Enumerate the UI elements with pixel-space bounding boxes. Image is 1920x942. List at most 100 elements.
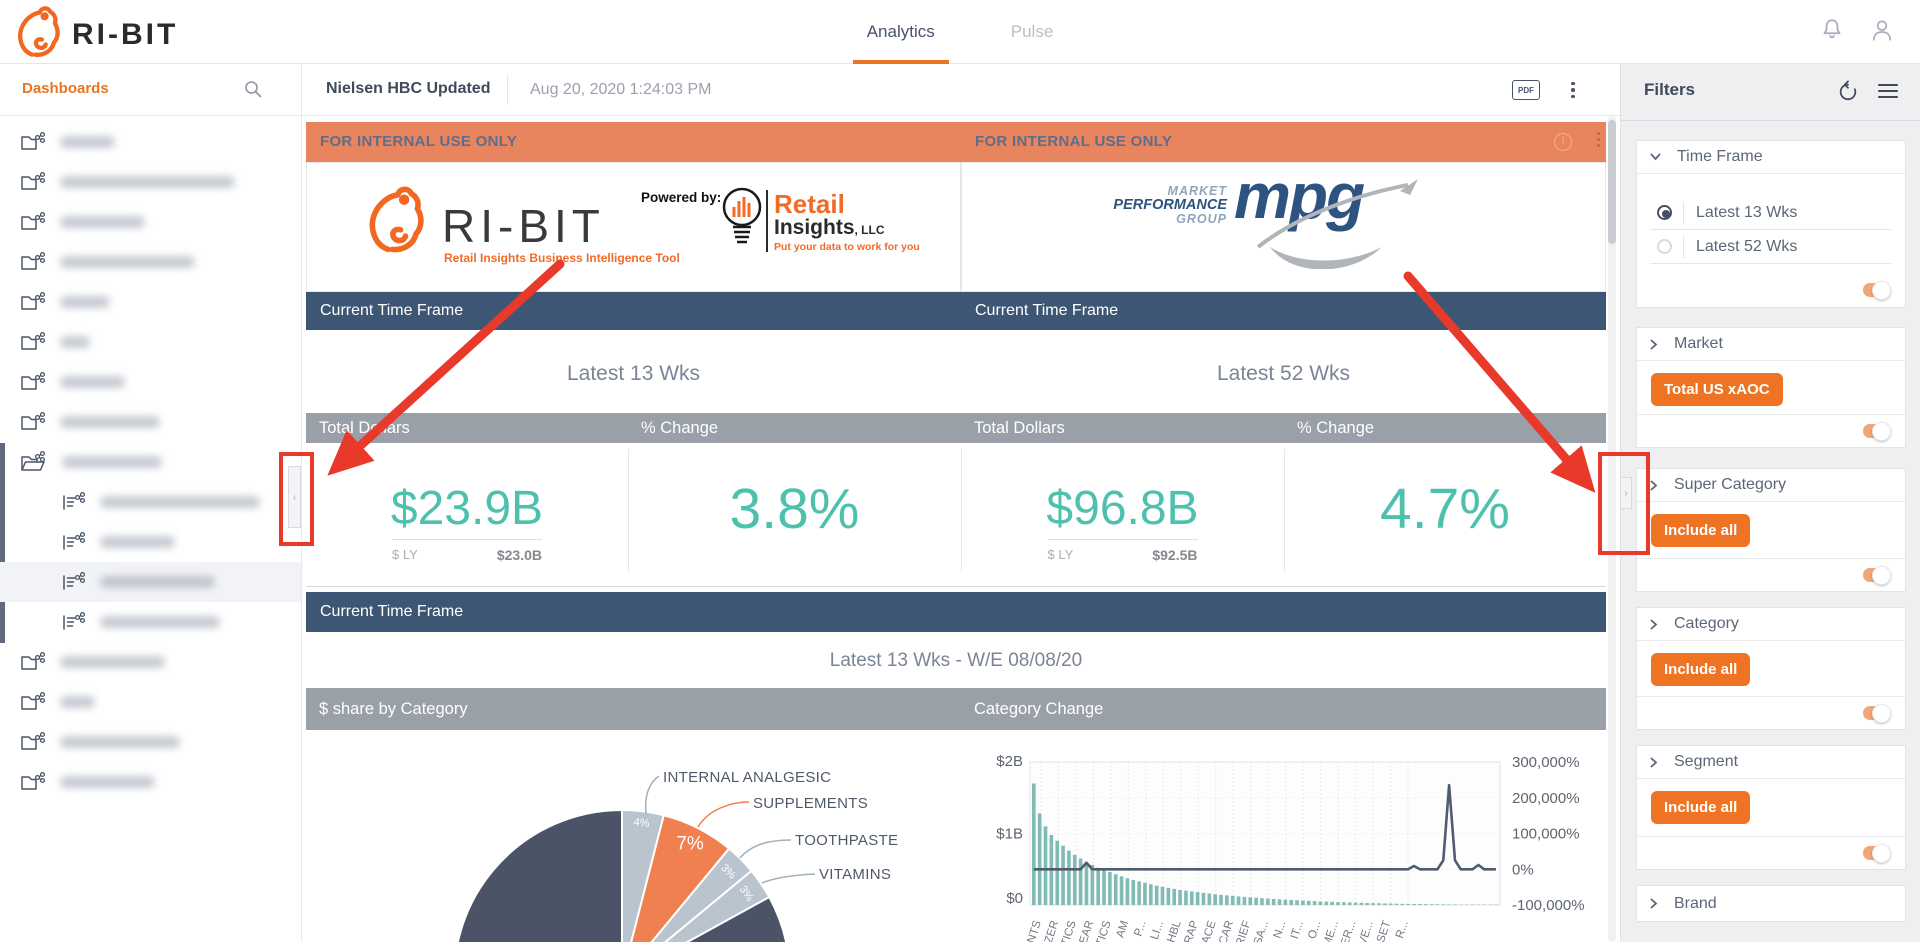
sidebar-item-13[interactable] bbox=[0, 642, 301, 682]
redacted-item-label bbox=[60, 376, 125, 388]
x-axis-tick-label: TICS bbox=[1094, 919, 1114, 942]
sidebar-item-0[interactable] bbox=[0, 122, 301, 162]
super-category-toggle[interactable] bbox=[1863, 566, 1891, 585]
bar bbox=[1394, 903, 1399, 905]
pie-callout-internal-analgesic: INTERNAL ANALGESIC bbox=[663, 769, 832, 786]
market-chip-total-us-xaoc[interactable]: Total US xAOC bbox=[1651, 373, 1783, 406]
sidebar-item-4[interactable] bbox=[0, 282, 301, 322]
redacted-item-label bbox=[60, 176, 235, 188]
x-axis-tick-label: SA... bbox=[1252, 919, 1271, 942]
sidebar-item-11-selected[interactable] bbox=[0, 562, 301, 602]
brand-card-header[interactable]: Brand bbox=[1637, 886, 1905, 921]
segment-toggle[interactable] bbox=[1863, 844, 1891, 863]
bar bbox=[1090, 864, 1095, 905]
bar bbox=[1067, 850, 1071, 905]
folder-share-icon bbox=[20, 731, 46, 753]
notifications-bell-icon[interactable] bbox=[1816, 14, 1848, 46]
bar bbox=[1213, 894, 1217, 905]
col-header-pct-change-13: % Change bbox=[641, 419, 719, 437]
bar bbox=[1072, 854, 1077, 905]
search-icon[interactable] bbox=[243, 79, 263, 104]
sidebar-item-3[interactable] bbox=[0, 242, 301, 282]
export-pdf-button[interactable]: PDF bbox=[1512, 80, 1540, 100]
main-scrollbar bbox=[1608, 116, 1616, 942]
sidebar-item-14[interactable] bbox=[0, 682, 301, 722]
period-left-cell: Latest 13 Wks bbox=[306, 330, 961, 413]
tab-analytics[interactable]: Analytics bbox=[852, 0, 949, 64]
kpi-value: 4.7% bbox=[1380, 477, 1510, 541]
filter-card-category: Category Include all bbox=[1636, 607, 1906, 730]
sidebar-item-5[interactable] bbox=[0, 322, 301, 362]
sidebar-item-16[interactable] bbox=[0, 762, 301, 802]
bar bbox=[1078, 858, 1083, 905]
super-category-chip-include-all[interactable]: Include all bbox=[1651, 514, 1751, 547]
sidebar-item-7[interactable] bbox=[0, 402, 301, 442]
bar bbox=[1377, 903, 1381, 905]
tab-pulse[interactable]: Pulse bbox=[1010, 22, 1054, 41]
right-axis-label: 100,000% bbox=[1512, 826, 1580, 843]
ribit-logo[interactable]: RI-BIT bbox=[16, 4, 178, 65]
category-chip-include-all[interactable]: Include all bbox=[1651, 653, 1751, 686]
redacted-item-label bbox=[60, 656, 165, 668]
filter-card-super-category: Super Category Include all bbox=[1636, 468, 1906, 592]
period-right-cell: Latest 52 Wks bbox=[961, 330, 1606, 413]
sidebar-item-8[interactable] bbox=[0, 442, 301, 482]
bar bbox=[1260, 898, 1264, 905]
sidebar-item-9[interactable] bbox=[0, 482, 301, 522]
kpi-total-dollars-52: $96.8B $ LY $92.5B bbox=[961, 443, 1284, 578]
kpi-value: 3.8% bbox=[729, 477, 860, 541]
right-axis-label: -100,000% bbox=[1512, 897, 1585, 914]
timeframe-option-latest-52-wks[interactable]: Latest 52 Wks bbox=[1651, 230, 1891, 264]
sidebar-collapse-handle[interactable]: ‹ bbox=[288, 466, 301, 528]
bar bbox=[1353, 902, 1358, 905]
bar bbox=[1441, 904, 1446, 905]
category-card-header[interactable]: Category bbox=[1637, 608, 1905, 641]
time-frame-toggle[interactable] bbox=[1863, 281, 1891, 300]
redacted-item-label bbox=[60, 696, 95, 708]
market-card-header[interactable]: Market bbox=[1637, 328, 1905, 361]
bar bbox=[1172, 888, 1177, 905]
sidebar-item-1[interactable] bbox=[0, 162, 301, 202]
chevron-right-icon bbox=[1650, 898, 1658, 909]
x-axis-tick-label: ACE bbox=[1200, 919, 1219, 942]
folder-share-icon bbox=[20, 371, 46, 393]
category-toggle[interactable] bbox=[1863, 704, 1891, 723]
segment-chip-include-all[interactable]: Include all bbox=[1651, 791, 1751, 824]
filters-menu-hamburger-icon[interactable] bbox=[1874, 77, 1902, 105]
filters-reset-icon[interactable] bbox=[1834, 77, 1862, 105]
sidebar-item-15[interactable] bbox=[0, 722, 301, 762]
info-icon[interactable]: i bbox=[1554, 133, 1572, 151]
bar bbox=[1318, 901, 1323, 905]
sidebar-item-10[interactable] bbox=[0, 522, 301, 562]
super-category-chips: Include all bbox=[1637, 502, 1905, 547]
sidebar-item-6[interactable] bbox=[0, 362, 301, 402]
filters-collapse-handle[interactable]: › bbox=[1620, 477, 1632, 509]
segment-card-header[interactable]: Segment bbox=[1637, 746, 1905, 779]
retail-insights-tagline: Put your data to work for you bbox=[774, 241, 920, 253]
pie-chart-canvas: 4%7%3%3% bbox=[456, 775, 816, 942]
redacted-item-label bbox=[60, 216, 145, 228]
time-frame-card-header[interactable]: Time Frame bbox=[1637, 141, 1905, 174]
bar-chart-category-change: $2B $1B $0 300,000% 200,000% 100,000% 0% -100,0… bbox=[961, 730, 1606, 942]
sidebar-item-12[interactable] bbox=[0, 602, 301, 642]
bar bbox=[1160, 886, 1165, 905]
x-axis-tick-label: IT... bbox=[1289, 919, 1306, 940]
bar bbox=[1330, 901, 1334, 905]
super-category-card-header[interactable]: Super Category bbox=[1637, 469, 1905, 502]
banner-kebab-icon[interactable] bbox=[1597, 132, 1600, 147]
sidebar-item-2[interactable] bbox=[0, 202, 301, 242]
bar bbox=[1453, 904, 1457, 905]
user-avatar-icon[interactable] bbox=[1866, 14, 1898, 46]
bar bbox=[1347, 902, 1352, 905]
x-axis-tick-label: HBL bbox=[1165, 919, 1184, 942]
main-scrollbar-thumb[interactable] bbox=[1608, 120, 1616, 244]
timeframe-option-latest-13-wks[interactable]: Latest 13 Wks bbox=[1651, 196, 1891, 230]
bar bbox=[1429, 904, 1434, 905]
bar bbox=[1178, 889, 1182, 905]
market-toggle[interactable] bbox=[1863, 422, 1891, 441]
bar bbox=[1283, 899, 1288, 905]
x-axis-tick-label: LI... bbox=[1149, 919, 1166, 941]
chevron-right-icon bbox=[1650, 480, 1658, 491]
report-menu-kebab-icon[interactable] bbox=[1564, 79, 1582, 101]
redacted-item-label bbox=[100, 576, 215, 588]
